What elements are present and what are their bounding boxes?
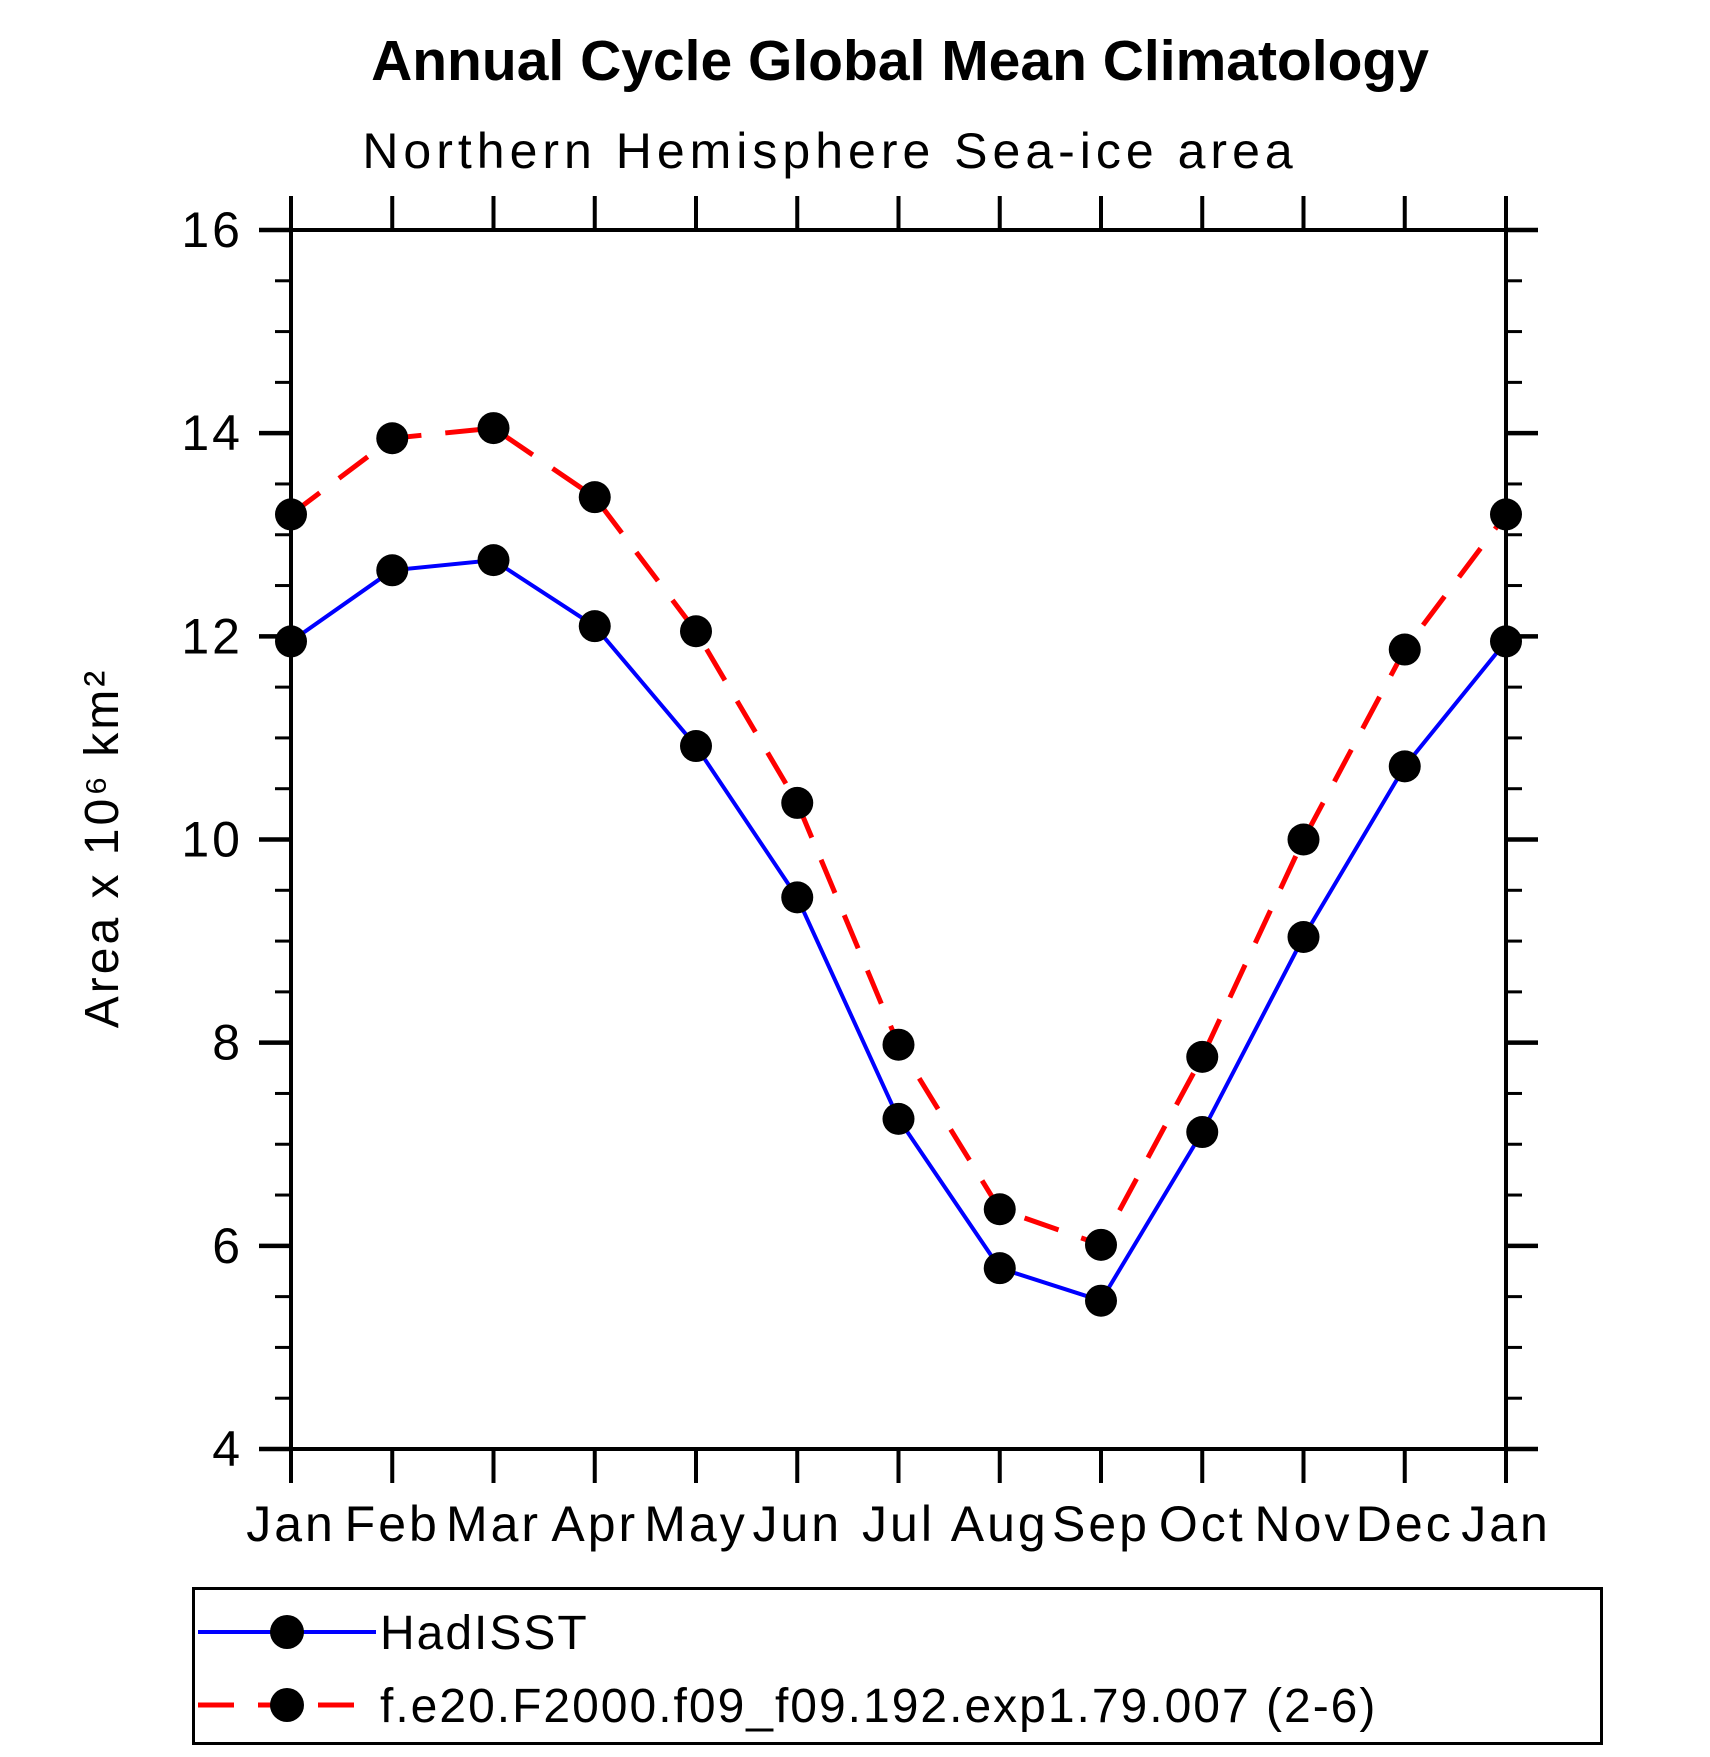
model-series	[275, 412, 1522, 1261]
data-point-marker	[680, 730, 712, 763]
chart-title: Annual Cycle Global Mean Climatology	[371, 29, 1429, 93]
legend-sample-model	[198, 1688, 376, 1722]
x-tick-label: Mar	[446, 1496, 541, 1552]
data-point-marker	[1186, 1116, 1219, 1149]
x-tick-label: Jul	[862, 1496, 935, 1552]
data-point-marker	[882, 1028, 915, 1061]
data-point-marker	[275, 625, 307, 658]
y-axis-title: Area x 10⁶ km²	[76, 668, 129, 1029]
data-point-marker	[477, 412, 510, 445]
data-point-marker	[781, 786, 814, 819]
data-point-marker	[376, 422, 409, 455]
y-tick-label: 14	[181, 405, 243, 461]
hadisst-series	[275, 544, 1522, 1317]
data-point-marker	[781, 881, 814, 914]
data-point-marker	[882, 1102, 915, 1135]
legend-sample-hadisst	[198, 1615, 376, 1649]
data-point-marker	[680, 615, 712, 648]
data-point-marker	[275, 498, 307, 531]
data-point-marker	[477, 544, 510, 577]
chart-subtitle: Northern Hemisphere Sea-ice area	[362, 123, 1298, 179]
legend-label-model: f.e20.F2000.f09_f09.192.exp1.79.007 (2-6…	[380, 1680, 1378, 1733]
y-tick-label: 4	[212, 1421, 243, 1477]
x-tick-label: May	[644, 1496, 747, 1552]
data-point-marker	[1388, 750, 1421, 783]
data-point-marker	[1490, 625, 1522, 658]
x-tick-label: Oct	[1159, 1496, 1246, 1552]
data-point-marker	[578, 610, 611, 643]
data-point-marker	[1085, 1228, 1117, 1261]
data-point-marker	[1388, 633, 1421, 666]
y-tick-label: 10	[181, 812, 243, 868]
data-point-marker	[1287, 921, 1320, 954]
data-point-marker	[1287, 823, 1320, 856]
data-point-marker	[983, 1252, 1016, 1285]
data-point-marker	[578, 481, 611, 514]
x-tick-label: Feb	[345, 1496, 440, 1552]
y-tick-label: 16	[181, 202, 243, 258]
x-tick-label: Apr	[551, 1496, 638, 1552]
legend-box	[192, 1587, 1603, 1745]
legend-marker	[270, 1615, 304, 1649]
y-tick-label: 8	[212, 1015, 243, 1071]
legend-marker	[270, 1688, 304, 1722]
x-tick-label: Nov	[1255, 1496, 1353, 1552]
data-point-marker	[376, 554, 409, 587]
x-tick-label: Aug	[951, 1496, 1049, 1552]
x-tick-label: Sep	[1052, 1496, 1150, 1552]
x-tick-label: Dec	[1356, 1496, 1454, 1552]
x-tick-label: Jun	[752, 1496, 842, 1552]
data-point-marker	[983, 1193, 1016, 1226]
data-point-marker	[1186, 1040, 1219, 1073]
legend-label-hadisst: HadISST	[380, 1607, 589, 1660]
data-point-marker	[1490, 498, 1522, 531]
x-tick-label: Jan	[246, 1496, 336, 1552]
y-tick-label: 6	[212, 1218, 243, 1274]
y-tick-label: 12	[181, 608, 243, 664]
data-point-marker	[1085, 1284, 1117, 1317]
x-tick-label: Jan	[1461, 1496, 1551, 1552]
